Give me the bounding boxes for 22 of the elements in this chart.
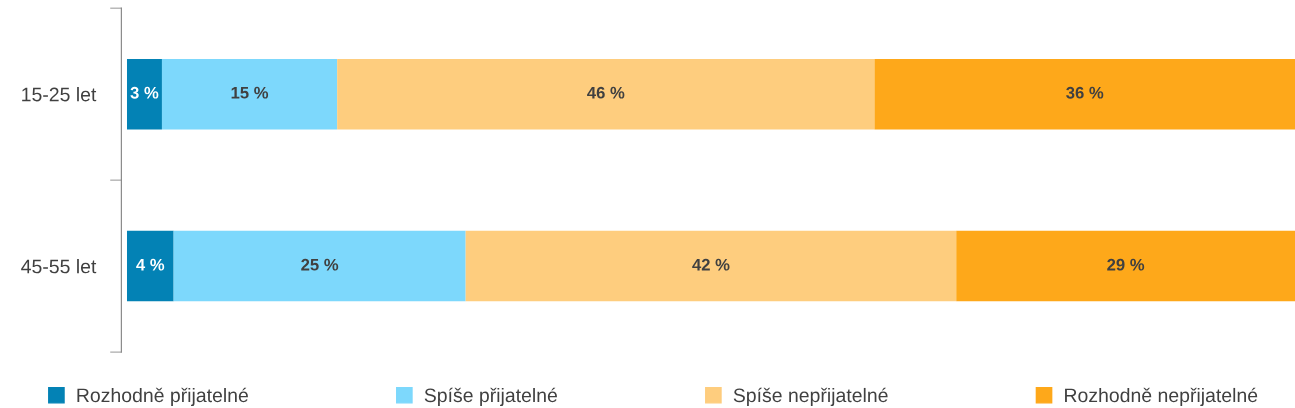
- data-label: 29 %: [1107, 258, 1145, 271]
- bar: [465, 230, 957, 302]
- legend-label: Rozhodně nepřijatelné: [1065, 387, 1258, 407]
- bar: [874, 58, 1295, 130]
- data-label: 42 %: [692, 258, 730, 271]
- data-label: 46 %: [587, 86, 625, 99]
- bar: [126, 230, 174, 302]
- bar: [126, 58, 162, 130]
- bar: [337, 58, 875, 130]
- legend-label: Rozhodně přijatelné: [77, 387, 248, 407]
- data-label: 15 %: [231, 86, 269, 99]
- y-tick-label: 15-25 let: [22, 87, 97, 102]
- legend-label: Spíše nepřijatelné: [733, 387, 888, 407]
- data-label: 25 %: [301, 258, 339, 271]
- y-tick-label: 45-55 let: [21, 259, 97, 274]
- data-label: 36 %: [1066, 86, 1104, 99]
- bar: [161, 58, 338, 130]
- bar: [173, 230, 466, 302]
- legend-label: Spíše přijatelné: [424, 387, 557, 407]
- data-label: 3 %: [130, 86, 159, 99]
- data-label: 4 %: [136, 258, 165, 271]
- bar: [956, 230, 1295, 302]
